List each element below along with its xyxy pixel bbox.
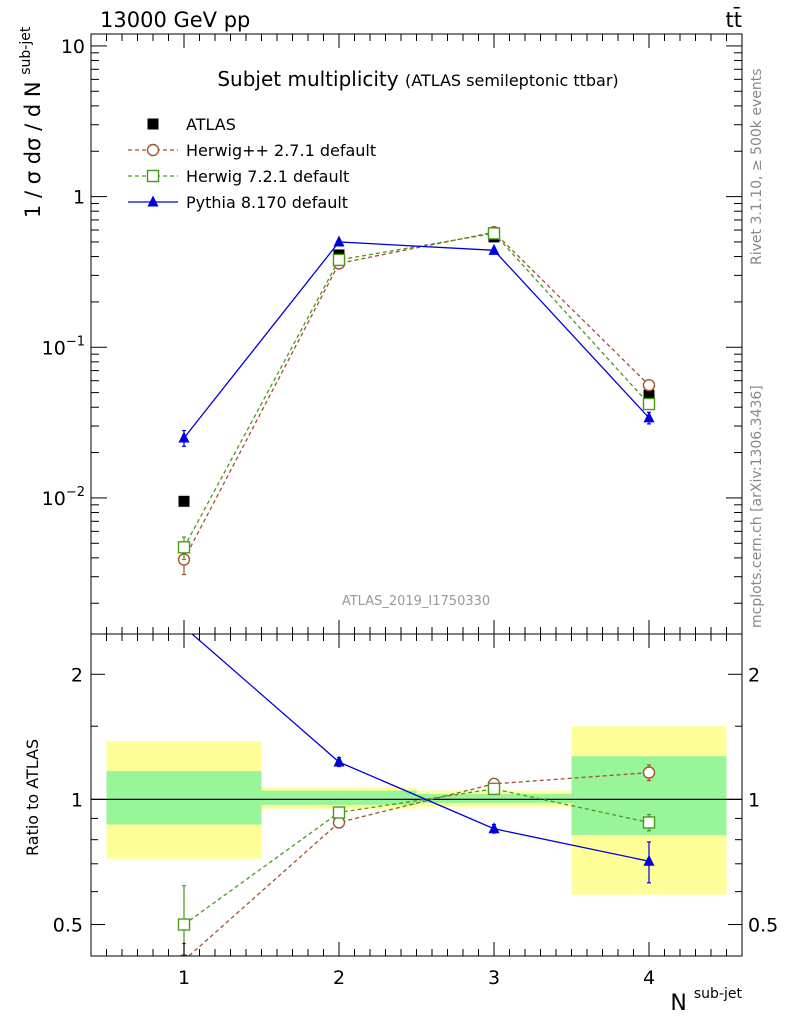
main-subtitle-text: (ATLAS semileptonic ttbar) <box>405 71 619 90</box>
ratio-y-tick-label: 2 <box>71 664 83 686</box>
ratio-y-axis-label: Ratio to ATLAS <box>23 739 42 856</box>
x-axis-label-sup: sub-jet <box>694 986 743 1002</box>
mcplots-label: mcplots.cern.ch [arXiv:1306.3436] <box>749 385 765 628</box>
ratio-band-green <box>261 790 417 805</box>
ratio-clip <box>91 634 742 956</box>
main-ticks <box>91 34 742 634</box>
x-tick-label: 3 <box>488 967 500 989</box>
x-tick-label: 1 <box>178 967 190 989</box>
ratio-line-pythia <box>191 634 650 862</box>
data-point-herwig7 <box>177 541 191 554</box>
legend-item-atlas: ATLAS <box>147 115 236 134</box>
main-y-tick-label: 10−1 <box>42 334 85 359</box>
ratio-point-herwig7 <box>487 782 501 796</box>
rivet-label: Rivet 3.1.10, ≥ 500k events <box>749 68 765 265</box>
ratio-band-green <box>106 771 262 825</box>
legend-item-herwigpp: Herwig++ 2.7.1 default <box>128 141 376 160</box>
x-axis-label-text: N <box>670 991 686 1016</box>
data-point-herwig7 <box>332 253 346 267</box>
ratio-series-pythia <box>191 634 655 884</box>
watermark: ATLAS_2019_I1750330 <box>342 594 490 609</box>
legend-marker-pythia <box>147 195 159 207</box>
legend-label-atlas: ATLAS <box>186 115 236 134</box>
legend-marker-atlas <box>147 118 159 130</box>
main-series-layer <box>177 226 656 576</box>
ratio-y-tick-label: 0.5 <box>53 915 83 937</box>
x-axis-label: N sub-jet <box>670 986 742 1016</box>
data-point-herwig7 <box>487 227 501 240</box>
legend-label-herwig7: Herwig 7.2.1 default <box>186 167 349 186</box>
ratio-y-tick-label-right: 2 <box>748 664 760 686</box>
legend-marker-herwig7 <box>146 169 160 183</box>
ratio-point-herwigpp <box>642 766 656 779</box>
legend: ATLAS Herwig++ 2.7.1 default Herwig 7.2.1 … <box>128 115 376 212</box>
series-line-herwigpp <box>183 231 650 560</box>
main-y-tick-base: 10 <box>61 36 85 58</box>
ratio-point-herwig7 <box>177 918 191 931</box>
main-y-tick-exp: −1 <box>66 334 85 349</box>
main-y-tick-label: 1 <box>73 187 85 209</box>
data-point-pythia <box>643 411 655 423</box>
legend-item-pythia: Pythia 8.170 default <box>128 193 348 212</box>
main-title: Subjet multiplicity (ATLAS semileptonic … <box>217 67 618 91</box>
energy-label: 13000 GeV pp <box>100 8 250 32</box>
main-y-tick-base: 10 <box>42 488 66 510</box>
main-y-tick-base: 1 <box>73 187 85 209</box>
data-point-pythia <box>333 235 345 247</box>
data-point-herwig7 <box>642 397 656 411</box>
main-y-tick-label: 10 <box>61 36 85 58</box>
ratio-y-tick-label: 1 <box>71 789 83 811</box>
main-y-axis-label-sup: sub-jet <box>18 26 34 75</box>
series-herwig7 <box>177 227 656 561</box>
data-point-pythia <box>178 431 190 443</box>
main-y-tick-label: 10−2 <box>42 485 85 510</box>
ratio-line-herwigpp <box>187 771 650 956</box>
x-tick-label: 4 <box>643 967 655 989</box>
ratio-band-green <box>416 794 572 804</box>
main-y-tick-base: 10 <box>42 337 66 359</box>
legend-item-herwig7: Herwig 7.2.1 default <box>128 167 349 186</box>
series-line-herwig7 <box>183 232 650 548</box>
ratio-point-herwig7 <box>332 806 346 819</box>
ratio-point-pythia <box>488 822 500 834</box>
series-pythia <box>178 235 655 447</box>
data-point-atlas <box>178 495 190 507</box>
ratio-ticks <box>91 634 742 956</box>
ratio-bands <box>91 726 742 895</box>
main-y-tick-exp: −2 <box>66 485 85 500</box>
main-title-text: Subjet multiplicity <box>217 67 398 91</box>
ratio-panel: 0.5 0.5 1 1 2 2 1 2 3 4 Ratio to ATLAS N sub-jet <box>23 633 778 1016</box>
ratio-point-herwig7 <box>642 816 656 829</box>
legend-label-herwigpp: Herwig++ 2.7.1 default <box>186 141 376 160</box>
data-point-atlas <box>643 389 655 401</box>
legend-label-pythia: Pythia 8.170 default <box>186 193 348 212</box>
data-point-herwigpp <box>642 379 656 392</box>
series-line-pythia <box>183 241 650 439</box>
series-herwigpp <box>177 226 656 576</box>
main-y-axis-label: 1 / σ dσ / d N sub-jet <box>18 26 45 218</box>
ratio-line-herwig7 <box>183 788 650 926</box>
ratio-series-herwig7 <box>177 782 656 956</box>
ratio-tick-labels: 0.5 0.5 1 1 2 2 1 2 3 4 <box>53 664 778 989</box>
data-point-pythia <box>488 243 500 255</box>
process-label: tt̄ <box>726 7 742 32</box>
ratio-point-pythia <box>333 755 345 767</box>
main-y-axis-label-text: 1 / σ dσ / d N <box>21 81 45 218</box>
ratio-y-tick-label-right: 1 <box>748 789 760 811</box>
legend-marker-herwigpp <box>146 143 160 157</box>
ratio-point-pythia <box>643 854 655 866</box>
series-atlas <box>178 231 655 507</box>
x-tick-label: 2 <box>333 967 345 989</box>
ratio-y-tick-label-right: 0.5 <box>748 915 778 937</box>
